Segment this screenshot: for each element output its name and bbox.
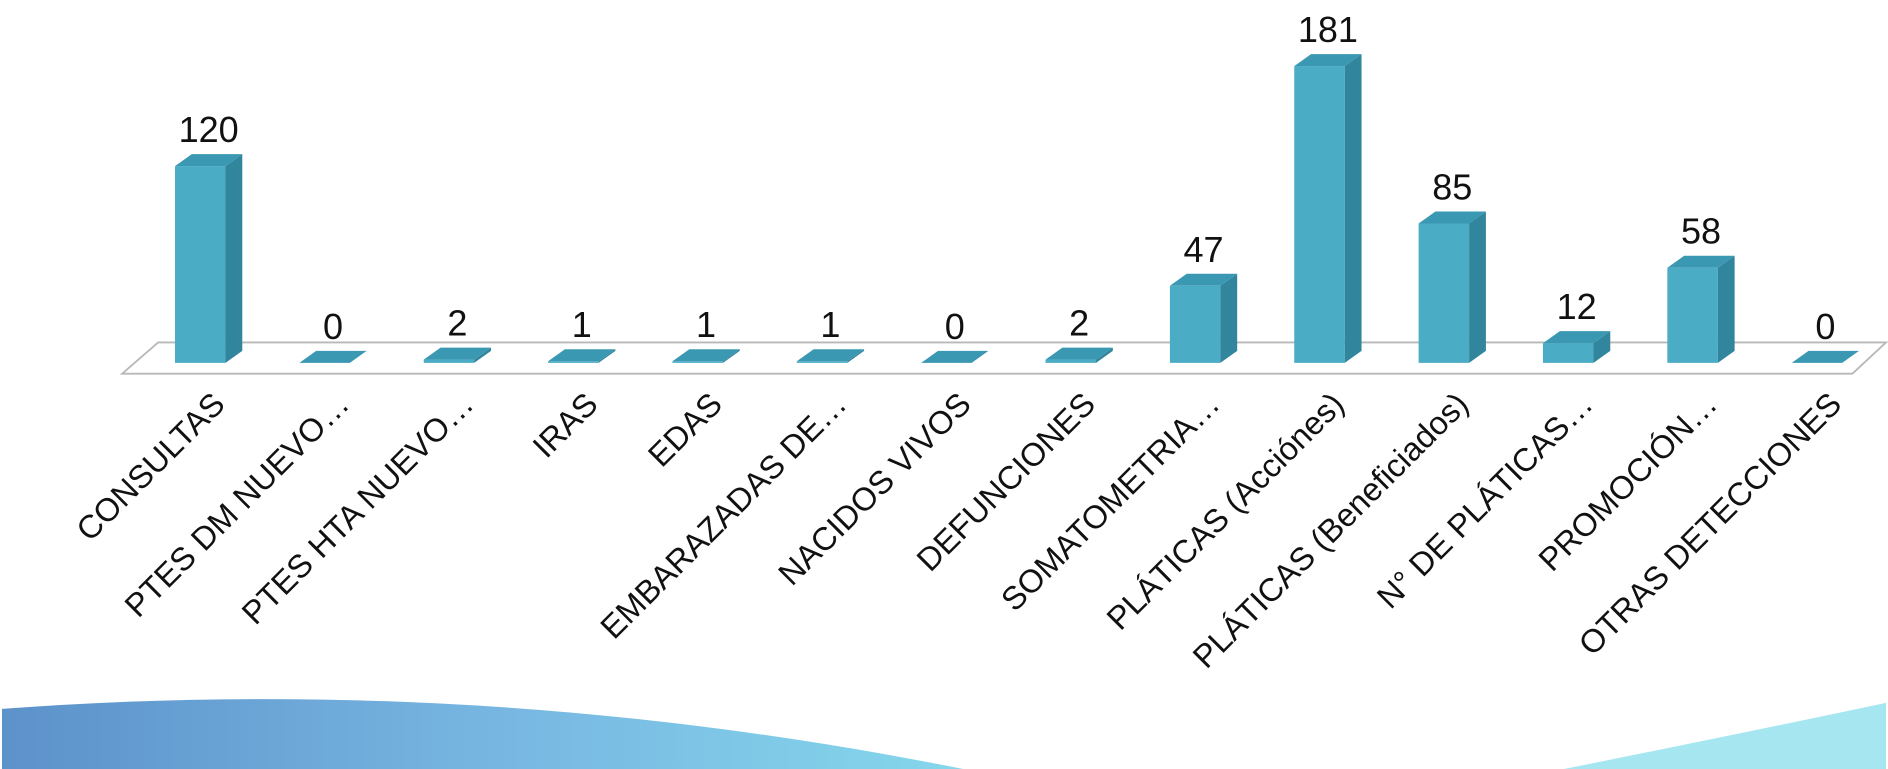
bar-top: [1169, 273, 1238, 286]
value-label: 120: [179, 109, 239, 150]
bar-top: [672, 349, 740, 362]
x-tick-label: EMBARAZADAS DE…: [593, 386, 853, 646]
x-tick-label: PTES DM NUEVO…: [118, 386, 356, 624]
value-label: 1: [820, 304, 840, 345]
bar-front: [175, 166, 226, 363]
bar-side: [847, 349, 865, 363]
bar: [1542, 331, 1611, 363]
value-label: 0: [323, 306, 343, 347]
value-label: 2: [447, 303, 467, 344]
bar: [1169, 273, 1238, 363]
bar-side: [1469, 211, 1486, 363]
value-label: 12: [1557, 286, 1597, 327]
floor: [119, 341, 1888, 375]
bar-top: [1418, 211, 1486, 224]
bar-front: [1045, 359, 1096, 363]
x-tick-label: PTES HTA NUEVO…: [235, 386, 481, 632]
bar-top: [1542, 331, 1611, 344]
value-label: 1: [572, 304, 592, 345]
x-tick-label: SOMATOMETRIA…: [994, 386, 1226, 618]
bar: [1791, 350, 1859, 363]
bar-top: [175, 154, 243, 167]
value-label: 1: [696, 304, 716, 345]
value-label: 47: [1183, 229, 1223, 270]
bar: [1667, 255, 1735, 363]
bar: [423, 347, 492, 363]
x-tick-label: OTRAS DETECCIONES: [1572, 386, 1849, 663]
value-label: 58: [1681, 211, 1721, 252]
bar-top: [1294, 54, 1362, 67]
bar-side: [1717, 255, 1735, 363]
x-tick-label: IRAS: [526, 386, 605, 465]
value-label: 0: [945, 306, 965, 347]
decor-swoosh: [1, 699, 964, 769]
bar-top: [1045, 347, 1113, 360]
bar: [175, 154, 243, 363]
bar-top: [548, 349, 616, 362]
value-label: 181: [1298, 9, 1358, 50]
bar-top: [796, 349, 865, 362]
bar-front: [548, 361, 599, 363]
bar-top: [921, 350, 989, 363]
bar: [548, 349, 616, 363]
bar-front: [1169, 285, 1221, 363]
bar-front: [796, 361, 848, 363]
x-tick-label: EDAS: [641, 386, 729, 474]
bar-front: [1667, 267, 1718, 363]
x-tick-label: N° DE PLÁTICAS…: [1370, 386, 1600, 616]
value-label: 0: [1815, 306, 1835, 347]
bar: [1045, 347, 1113, 363]
bar-side: [1095, 347, 1113, 363]
bar-side: [598, 349, 616, 363]
value-label: 85: [1432, 166, 1472, 207]
bar-side: [474, 347, 492, 363]
bar: [1418, 211, 1486, 363]
value-label: 2: [1069, 303, 1089, 344]
bar: [299, 350, 367, 363]
bar-front: [1418, 223, 1470, 363]
bar-top: [1667, 255, 1735, 268]
bar-side: [225, 154, 243, 363]
bar: [1294, 54, 1362, 363]
bar: [921, 350, 989, 363]
bar: [796, 349, 865, 363]
bar: [672, 349, 740, 363]
bar-top: [299, 350, 367, 363]
decor-swoosh: [1564, 702, 1887, 769]
bar-front: [423, 359, 475, 363]
bar-side: [1344, 54, 1362, 363]
bar-front: [672, 361, 723, 363]
bar-side: [1220, 273, 1238, 363]
x-tick-label: PLÁTICAS (Acciónes): [1100, 386, 1351, 637]
bar-front: [1542, 343, 1594, 363]
bar-top: [1791, 350, 1859, 363]
bar-top: [423, 347, 492, 360]
bar-front: [1294, 66, 1345, 363]
bar-side: [722, 349, 740, 363]
bar-side: [1593, 331, 1611, 363]
